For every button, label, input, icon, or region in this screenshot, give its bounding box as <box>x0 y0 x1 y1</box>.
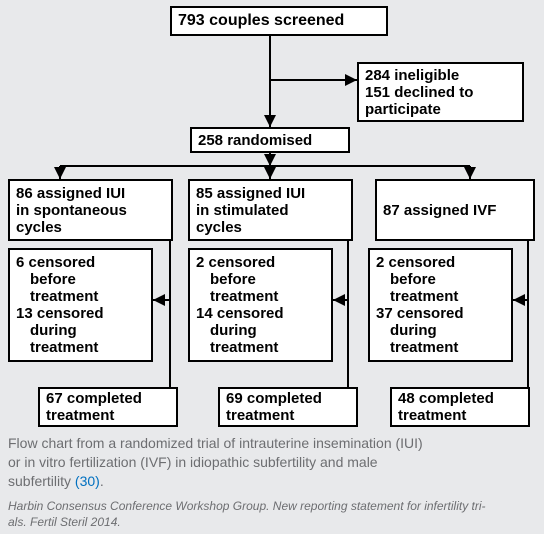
line: during <box>376 322 505 339</box>
line: . <box>100 473 104 489</box>
line: in stimulated <box>196 202 345 219</box>
box-arm-ivf: 87 assigned IVF <box>375 179 535 241</box>
line: 14 censored <box>196 305 325 322</box>
line: 69 completed <box>226 390 350 407</box>
line: before <box>16 271 145 288</box>
citation-link[interactable]: (30) <box>75 473 100 489</box>
line: or in vitro fertilization (IVF) in idiop… <box>8 454 378 470</box>
line: subfertility <box>8 473 75 489</box>
box-completed-2: 69 completed treatment <box>218 387 358 427</box>
line: during <box>16 322 145 339</box>
text: 258 randomised <box>198 132 342 149</box>
line: treatment <box>376 288 505 305</box>
line: 284 ineligible <box>365 67 516 84</box>
box-ineligible: 284 ineligible 151 declined to participa… <box>357 62 524 122</box>
line: Harbin Consensus Conference Workshop Gro… <box>8 499 486 513</box>
box-randomised: 258 randomised <box>190 127 350 153</box>
line: 48 completed <box>398 390 522 407</box>
line: treatment <box>16 288 145 305</box>
line: 151 declined to <box>365 84 516 101</box>
line: 6 censored <box>16 254 145 271</box>
line: 67 completed <box>46 390 170 407</box>
line: treatment <box>196 339 325 356</box>
line: 2 censored <box>196 254 325 271</box>
box-arm-iui-spontaneous: 86 assigned IUI in spontaneous cycles <box>8 179 173 241</box>
line: 86 assigned IUI <box>16 185 165 202</box>
line: treatment <box>196 288 325 305</box>
line: cycles <box>196 219 345 236</box>
line: before <box>196 271 325 288</box>
line: treatment <box>16 339 145 356</box>
line: 37 censored <box>376 305 505 322</box>
box-censored-3: 2 censored before treatment 37 censored … <box>368 248 513 362</box>
line: treatment <box>398 407 522 424</box>
line: Flow chart from a randomized trial of in… <box>8 435 423 451</box>
line: cycles <box>16 219 165 236</box>
line: 85 assigned IUI <box>196 185 345 202</box>
line: 2 censored <box>376 254 505 271</box>
line: als. Fertil Steril 2014. <box>8 515 121 529</box>
box-completed-1: 67 completed treatment <box>38 387 178 427</box>
flowchart-canvas: 793 couples screened 284 ineligible 151 … <box>0 0 544 534</box>
line: treatment <box>376 339 505 356</box>
caption-main: Flow chart from a randomized trial of in… <box>8 434 536 491</box>
box-censored-2: 2 censored before treatment 14 censored … <box>188 248 333 362</box>
line: in spontaneous <box>16 202 165 219</box>
box-censored-1: 6 censored before treatment 13 censored … <box>8 248 153 362</box>
line: before <box>376 271 505 288</box>
box-screened: 793 couples screened <box>170 6 388 36</box>
text: 793 couples screened <box>178 12 380 30</box>
box-completed-3: 48 completed treatment <box>390 387 530 427</box>
line: participate <box>365 101 516 118</box>
line: treatment <box>46 407 170 424</box>
line: 13 censored <box>16 305 145 322</box>
box-arm-iui-stimulated: 85 assigned IUI in stimulated cycles <box>188 179 353 241</box>
caption-citation: Harbin Consensus Conference Workshop Gro… <box>8 498 536 530</box>
line: during <box>196 322 325 339</box>
line: 87 assigned IVF <box>383 202 527 219</box>
line: treatment <box>226 407 350 424</box>
